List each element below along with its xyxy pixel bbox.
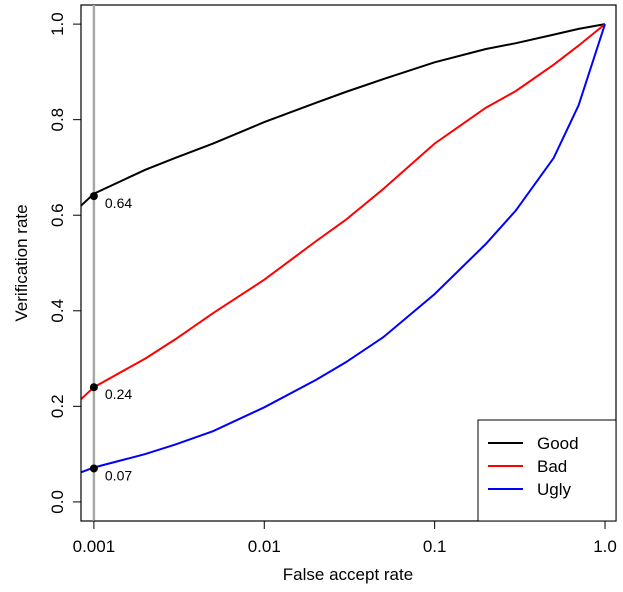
series-line-good — [80, 23, 606, 207]
annotation-point — [89, 383, 98, 392]
annotation-label: 0.64 — [105, 195, 132, 211]
annotation-point — [89, 192, 98, 201]
annotation-label: 0.24 — [105, 386, 132, 402]
series-line-ugly — [80, 23, 606, 474]
legend-box — [477, 419, 617, 522]
x-axis: 0.001 0.01 0.1 1.0 — [73, 520, 617, 556]
y-tick-label: 0.0 — [48, 490, 67, 514]
y-tick-label: 1.0 — [48, 12, 67, 36]
y-tick-label: 0.2 — [48, 394, 67, 418]
annotation-point — [89, 464, 98, 473]
legend: Good Bad Ugly — [477, 419, 617, 522]
x-tick-label: 1.0 — [593, 537, 617, 556]
y-axis: 0.0 0.2 0.4 0.6 0.8 1.0 — [48, 12, 82, 514]
y-tick-label: 0.4 — [48, 299, 67, 323]
legend-label: Bad — [537, 457, 567, 476]
x-axis-label: False accept rate — [283, 565, 413, 584]
series-layer — [80, 23, 606, 474]
x-tick-label: 0.01 — [248, 537, 281, 556]
y-tick-label: 0.8 — [48, 108, 67, 132]
series-line-bad — [80, 23, 606, 400]
y-axis-label: Verification rate — [12, 204, 31, 321]
y-tick-label: 0.6 — [48, 203, 67, 227]
annotation-label: 0.07 — [105, 467, 132, 483]
legend-label: Good — [537, 434, 579, 453]
x-tick-label: 0.1 — [423, 537, 447, 556]
legend-label: Ugly — [537, 480, 572, 499]
x-tick-label: 0.001 — [73, 537, 116, 556]
annotation-point-layer: 0.64 0.24 0.07 — [89, 192, 132, 483]
